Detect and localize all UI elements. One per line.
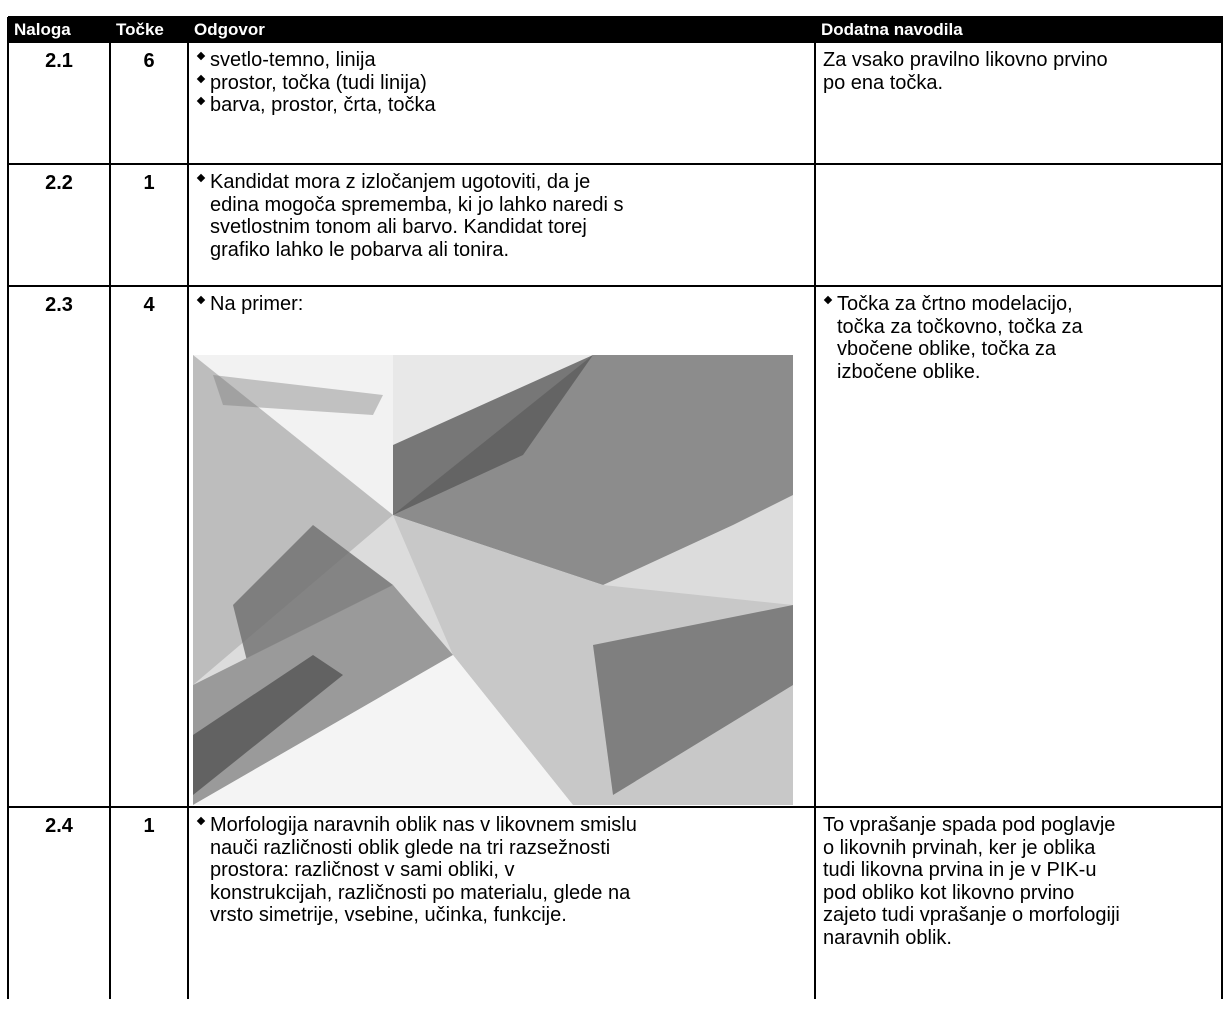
row-rule <box>8 163 1223 165</box>
text-line: o likovnih prvinah, ker je oblika <box>823 836 1096 859</box>
answer-cell: Na primer: <box>188 286 815 807</box>
row-rule <box>8 41 1223 43</box>
text-line: svetlostnim tonom ali barvo. Kandidat to… <box>210 216 587 238</box>
row-rule <box>8 16 1223 18</box>
text-line: tudi likovna prvina in je v PIK-u <box>823 859 1097 881</box>
text-line: po ena točka. <box>823 71 944 94</box>
column-rule <box>187 17 189 999</box>
points: 4 <box>143 294 155 316</box>
text-line: Kandidat mora z izločanjem ugotoviti, da… <box>210 171 591 193</box>
example-drawing <box>193 355 793 805</box>
notes-cell <box>815 164 1223 286</box>
text-line: Točka za črtno modelacijo, <box>837 293 1073 315</box>
text-line: Za vsako pravilno likovno prvino <box>823 49 1108 71</box>
answer-cell: Kandidat mora z izločanjem ugotoviti, da… <box>188 164 815 286</box>
points: 1 <box>143 172 155 194</box>
notes-cell: Za vsako pravilno likovno prvino po ena t… <box>815 42 1223 164</box>
text-line: vrsto simetrije, vsebine, učinka, funkci… <box>210 904 567 926</box>
column-header: Odgovor <box>188 17 815 42</box>
column-header: Dodatna navodila <box>815 17 1223 42</box>
bullet-item: prostor, točka (tudi linija) <box>196 72 809 95</box>
text-line: prostor, točka (tudi linija) <box>210 71 427 94</box>
answer-cell: svetlo-temno, linija prostor, točka (tudi… <box>188 42 815 164</box>
points: 1 <box>143 815 155 837</box>
text-line: prostora: različnost v sami obliki, v <box>210 859 515 881</box>
bullet-item: Kandidat mora z izločanjem ugotoviti, da… <box>196 171 809 261</box>
text-line: nauči različnosti oblik glede na tri raz… <box>210 836 611 859</box>
task-number: 2.1 <box>45 50 73 72</box>
bullet-item: Na primer: <box>196 293 809 316</box>
column-rule <box>1221 17 1223 999</box>
bullet-item: Točka za črtno modelacijo, točka za točko… <box>823 293 1217 383</box>
text-line: vbočene oblike, točka za <box>837 338 1057 360</box>
row-rule <box>8 806 1223 808</box>
notes-cell: Točka za črtno modelacijo, točka za točko… <box>815 286 1223 807</box>
bullet-item: barva, prostor, črta, točka <box>196 94 809 117</box>
text-line: barva, prostor, črta, točka <box>210 94 436 116</box>
text-line: edina mogoča sprememba, ki jo lahko nare… <box>210 193 624 216</box>
column-rule <box>109 17 111 999</box>
column-rule <box>7 17 9 999</box>
task-number: 2.3 <box>45 294 73 316</box>
text-line: To vprašanje spada pod poglavje <box>823 814 1116 836</box>
task-number: 2.4 <box>45 815 73 837</box>
text-line: zajeto tudi vprašanje o morfologiji <box>823 904 1120 926</box>
text-line: Morfologija naravnih oblik nas v likovne… <box>210 814 637 836</box>
bullet-item: Morfologija naravnih oblik nas v likovne… <box>196 814 809 927</box>
task-number: 2.2 <box>45 172 73 194</box>
text-line: konstrukcijah, različnosti po materialu,… <box>210 881 631 904</box>
answer-cell: Morfologija naravnih oblik nas v likovne… <box>188 807 815 1010</box>
text-line: točka za točkovno, točka za <box>837 315 1083 338</box>
row-rule <box>8 285 1223 287</box>
column-header: Točke <box>110 17 188 42</box>
text-line: izbočene oblike. <box>837 360 981 383</box>
bullet-item: svetlo-temno, linija <box>196 49 809 72</box>
notes-cell: To vprašanje spada pod poglavje o likovni… <box>815 807 1223 1010</box>
column-header: Naloga <box>8 17 110 42</box>
text-line: naravnih oblik. <box>823 926 952 949</box>
text-line: grafiko lahko le pobarva ali tonira. <box>210 238 510 261</box>
text-line: pod obliko kot likovno prvino <box>823 881 1075 904</box>
text-line: Na primer: <box>210 293 304 315</box>
column-rule <box>814 17 816 999</box>
points: 6 <box>143 50 155 72</box>
text-line: svetlo-temno, linija <box>210 49 376 71</box>
